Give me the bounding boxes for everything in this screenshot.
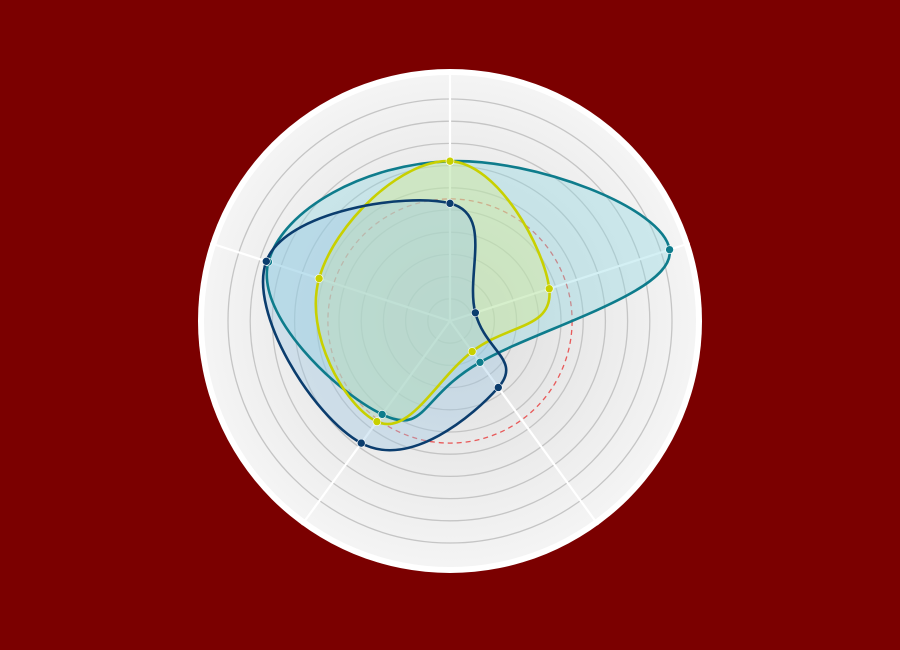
series-1-point-4 bbox=[377, 410, 387, 419]
series-2-point-3 bbox=[467, 347, 477, 356]
series-3-point-3 bbox=[493, 383, 503, 392]
series-3-point-5 bbox=[262, 257, 271, 266]
series-line-3 bbox=[261, 199, 508, 452]
series-line-1 bbox=[265, 159, 671, 422]
series-2-point-5 bbox=[314, 274, 324, 283]
series-2-point-4 bbox=[372, 417, 382, 426]
series-line-2 bbox=[314, 159, 551, 426]
series-3-point-4 bbox=[356, 438, 366, 448]
series-2-point-2 bbox=[544, 284, 554, 294]
grid-spoke bbox=[449, 242, 691, 323]
series-fill-1 bbox=[266, 161, 670, 421]
series-3-point-1 bbox=[445, 199, 455, 208]
series-layer bbox=[261, 156, 674, 452]
series-3-point-2 bbox=[471, 308, 480, 318]
grid-spoke bbox=[209, 242, 451, 323]
series-1-point-3 bbox=[475, 358, 485, 367]
series-fill-2 bbox=[315, 161, 550, 425]
series-2-point-1 bbox=[445, 156, 455, 166]
series-1-point-2 bbox=[665, 245, 674, 254]
